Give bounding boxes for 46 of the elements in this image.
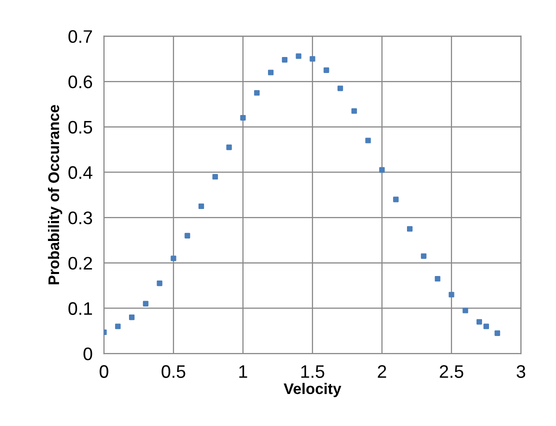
point <box>337 86 344 92</box>
x-tick-label: 1 <box>239 365 248 378</box>
point <box>128 314 135 320</box>
point <box>476 319 482 325</box>
y-tick-label: 0.4 <box>68 166 92 179</box>
point <box>324 67 330 73</box>
y-tick-label: 0.1 <box>68 302 92 315</box>
point <box>483 324 489 330</box>
point <box>198 203 204 210</box>
point <box>379 167 385 173</box>
point <box>268 70 274 76</box>
point <box>282 57 288 63</box>
point <box>310 56 316 62</box>
point <box>240 115 246 121</box>
point <box>420 253 426 259</box>
y-tick-label: 0.3 <box>68 212 92 224</box>
point <box>184 232 190 238</box>
point <box>254 90 260 96</box>
point <box>170 256 176 262</box>
x-axis-title: Velocity <box>284 382 342 398</box>
y-tick-label: 0.2 <box>68 256 92 270</box>
point <box>156 280 162 286</box>
point <box>462 308 468 314</box>
point <box>434 276 440 282</box>
point <box>212 174 218 180</box>
y-tick-label: 0.6 <box>68 75 92 88</box>
point <box>494 330 500 336</box>
point <box>406 226 413 232</box>
x-tick-label: 0.5 <box>162 365 186 378</box>
x-tick-label: 2 <box>378 365 386 378</box>
point <box>448 292 454 298</box>
y-axis-title: Probability of Occurance <box>48 104 62 284</box>
point <box>142 300 148 306</box>
point <box>393 196 399 202</box>
point <box>115 324 121 330</box>
y-tick-label: 0 <box>84 348 92 360</box>
x-tick-label: 2.5 <box>440 365 464 378</box>
point <box>365 138 371 144</box>
x-tick-label: 3 <box>516 365 526 378</box>
point <box>226 144 232 150</box>
x-tick-label: 1.5 <box>301 365 324 378</box>
x-tick-label: 0 <box>100 365 108 378</box>
point <box>351 108 357 114</box>
y-tick-label: 0.7 <box>68 30 92 43</box>
point <box>296 53 302 59</box>
y-tick-label: 0.5 <box>68 120 92 134</box>
